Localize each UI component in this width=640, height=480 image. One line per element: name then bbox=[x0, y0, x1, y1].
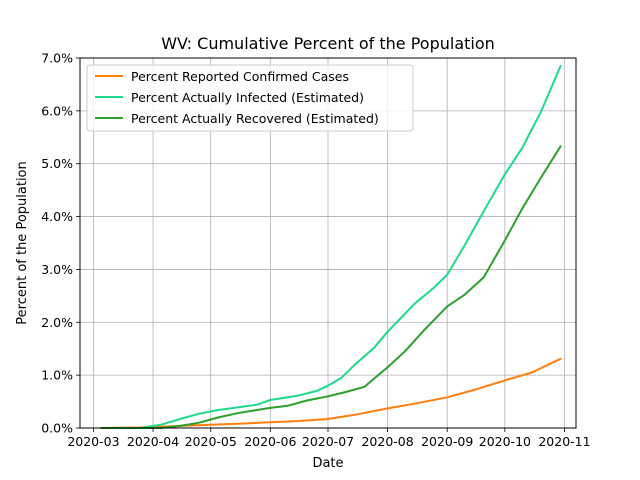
series-line-1 bbox=[100, 64, 562, 429]
x-tick-label: 2020-06 bbox=[244, 434, 296, 449]
x-tick-label: 2020-08 bbox=[361, 434, 413, 449]
y-tick-label: 0.0% bbox=[41, 421, 73, 436]
legend-box bbox=[86, 64, 414, 132]
y-tick-label: 2.0% bbox=[41, 315, 73, 330]
x-tick-label: 2020-11 bbox=[538, 434, 590, 449]
series-lines bbox=[100, 64, 562, 429]
legend-label-confirmed: Percent Reported Confirmed Cases bbox=[131, 69, 349, 84]
x-tick-label: 2020-09 bbox=[421, 434, 473, 449]
y-tick-label: 4.0% bbox=[41, 209, 73, 224]
series-line-2 bbox=[100, 145, 562, 429]
y-axis-label: Percent of the Population bbox=[15, 161, 30, 324]
y-tick-label: 3.0% bbox=[41, 262, 73, 277]
x-tick-label: 2020-10 bbox=[479, 434, 531, 449]
x-tick-label: 2020-05 bbox=[185, 434, 237, 449]
y-tick-label: 7.0% bbox=[41, 51, 73, 66]
y-tick-label: 5.0% bbox=[41, 156, 73, 171]
legend-label-infected: Percent Actually Infected (Estimated) bbox=[131, 90, 364, 105]
y-tick-label: 1.0% bbox=[41, 368, 73, 383]
y-tick-label: 6.0% bbox=[41, 103, 73, 118]
x-axis-label: Date bbox=[312, 456, 343, 471]
axis-ticks: 2020-03 2020-04 2020-05 2020-06 2020-07 2020-… bbox=[41, 51, 590, 450]
series-line-0 bbox=[100, 357, 562, 429]
legend-label-recovered: Percent Actually Recovered (Estimated) bbox=[131, 111, 379, 126]
legend: Percent Reported Confirmed Cases Percent… bbox=[86, 64, 414, 132]
chart-title: WV: Cumulative Percent of the Population bbox=[161, 34, 495, 53]
x-tick-label: 2020-04 bbox=[127, 434, 179, 449]
x-tick-label: 2020-07 bbox=[302, 434, 354, 449]
x-tick-label: 2020-03 bbox=[67, 434, 119, 449]
